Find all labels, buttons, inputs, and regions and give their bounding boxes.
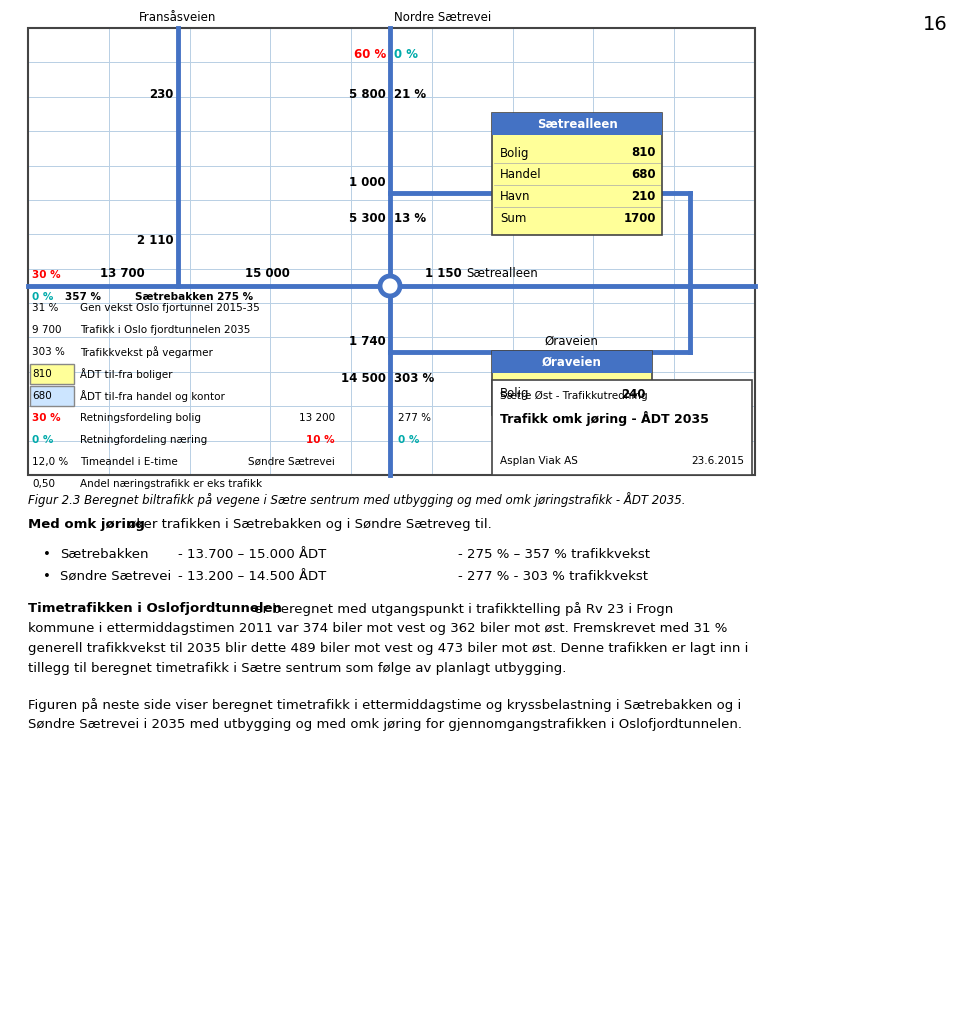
Text: 21 %: 21 % [394, 89, 426, 101]
Text: 1 000: 1 000 [349, 176, 386, 189]
Text: Sætrealleen: Sætrealleen [466, 267, 538, 280]
Text: Trafikk i Oslo fjordtunnelen 2035: Trafikk i Oslo fjordtunnelen 2035 [80, 325, 251, 335]
Bar [492, 351, 652, 373]
Text: 12,0 %: 12,0 % [32, 457, 68, 467]
Text: 2 110: 2 110 [137, 234, 174, 246]
Text: 0,50: 0,50 [32, 479, 55, 489]
Text: ÅDT til-fra boliger: ÅDT til-fra boliger [80, 368, 173, 379]
Text: Med omk jøring: Med omk jøring [28, 518, 145, 531]
Text: 357 %: 357 % [65, 292, 101, 302]
Text: Fransåsveien: Fransåsveien [139, 11, 217, 24]
Text: Sætrebakken: Sætrebakken [60, 548, 149, 561]
Text: 0 %: 0 % [32, 292, 54, 302]
Text: Nordre Sætrevei: Nordre Sætrevei [394, 11, 492, 24]
Bar [492, 381, 752, 475]
Text: generell trafikkvekst til 2035 blir dette 489 biler mot vest og 473 biler mot øs: generell trafikkvekst til 2035 blir dett… [28, 642, 749, 655]
Text: 240: 240 [621, 388, 646, 400]
Text: Sentrum nord: Sentrum nord [544, 176, 626, 189]
Text: er beregnet med utgangspunkt i trafikktelling på Rv 23 i Frogn: er beregnet med utgangspunkt i trafikkte… [250, 602, 673, 616]
Text: 303 %: 303 % [32, 347, 65, 357]
Text: Bolig: Bolig [500, 147, 530, 159]
Text: ÅDT til-fra handel og kontor: ÅDT til-fra handel og kontor [80, 390, 225, 402]
Text: 1 150: 1 150 [425, 267, 462, 280]
Text: Øraveien: Øraveien [544, 335, 598, 348]
Text: •: • [43, 548, 51, 561]
Text: 303 %: 303 % [394, 371, 434, 385]
Text: øker trafikken i Sætrebakken og i Søndre Sætreveg til.: øker trafikken i Sætrebakken og i Søndre… [124, 518, 492, 531]
Text: Sætrebakken 275 %: Sætrebakken 275 % [135, 292, 253, 302]
Text: 810: 810 [32, 369, 52, 379]
Bar [28, 28, 755, 475]
Bar [492, 113, 662, 235]
Text: 13 %: 13 % [394, 212, 426, 224]
Text: 0 %: 0 % [398, 435, 420, 445]
Text: Sætrealleen: Sætrealleen [537, 118, 617, 130]
Circle shape [380, 276, 400, 296]
Text: Timeandel i E-time: Timeandel i E-time [80, 457, 178, 467]
Bar [30, 386, 74, 406]
Text: 9 700: 9 700 [32, 325, 61, 335]
Text: 1700: 1700 [623, 213, 656, 225]
Text: 680: 680 [632, 169, 656, 182]
Text: Trafikkvekst på vegarmer: Trafikkvekst på vegarmer [80, 346, 213, 358]
Bar [30, 364, 74, 384]
Text: 13 700: 13 700 [100, 267, 145, 280]
Text: 60 %: 60 % [353, 49, 386, 61]
Text: 230: 230 [150, 89, 174, 101]
Text: 16: 16 [923, 14, 948, 33]
Text: Øraveien: Øraveien [542, 356, 602, 368]
Bar [492, 113, 662, 135]
Text: Retningfordeling næring: Retningfordeling næring [80, 435, 207, 445]
Text: Søndre Sætrevei: Søndre Sætrevei [248, 457, 335, 467]
Text: 0 %: 0 % [394, 49, 418, 61]
Text: Asplan Viak AS: Asplan Viak AS [500, 456, 578, 466]
Text: 23.6.2015: 23.6.2015 [691, 456, 744, 466]
Text: Trafikk omk jøring - ÅDT 2035: Trafikk omk jøring - ÅDT 2035 [500, 410, 708, 426]
Text: Sætre Øst - Trafikkutredning: Sætre Øst - Trafikkutredning [500, 391, 648, 401]
Text: 810: 810 [632, 147, 656, 159]
Text: Bolig: Bolig [500, 388, 530, 400]
Text: •: • [43, 570, 51, 583]
Text: - 277 % - 303 % trafikkvekst: - 277 % - 303 % trafikkvekst [458, 570, 648, 583]
Text: 14 500: 14 500 [341, 371, 386, 385]
Text: 30 %: 30 % [32, 270, 60, 280]
Text: kommune i ettermiddagstimen 2011 var 374 biler mot vest og 362 biler mot øst. Fr: kommune i ettermiddagstimen 2011 var 374… [28, 622, 728, 635]
Text: 210: 210 [632, 190, 656, 204]
Text: Gen vekst Oslo fjortunnel 2015-35: Gen vekst Oslo fjortunnel 2015-35 [80, 303, 260, 313]
Text: Havn: Havn [500, 190, 531, 204]
Text: - 275 % – 357 % trafikkvekst: - 275 % – 357 % trafikkvekst [458, 548, 650, 561]
Text: 13 200: 13 200 [299, 413, 335, 423]
Text: - 13.700 – 15.000 ÅDT: - 13.700 – 15.000 ÅDT [178, 548, 326, 561]
Text: 680: 680 [32, 391, 52, 401]
Text: Sum: Sum [500, 213, 526, 225]
Text: Figuren på neste side viser beregnet timetrafikk i ettermiddagstime og kryssbela: Figuren på neste side viser beregnet tim… [28, 698, 741, 712]
Text: 15 000: 15 000 [245, 267, 290, 280]
Text: Timetrafikken i Oslofjordtunnelen: Timetrafikken i Oslofjordtunnelen [28, 602, 282, 615]
Text: Retningsfordeling bolig: Retningsfordeling bolig [80, 413, 201, 423]
Bar [492, 351, 652, 415]
Text: Handel: Handel [500, 169, 541, 182]
Text: 30 %: 30 % [32, 413, 60, 423]
Text: 10 %: 10 % [306, 435, 335, 445]
Text: Søndre Sætrevei i 2035 med utbygging og med omk jøring for gjennomgangstrafikken: Søndre Sætrevei i 2035 med utbygging og … [28, 718, 742, 731]
Text: Søndre Sætrevei: Søndre Sætrevei [60, 570, 171, 583]
Text: 0 %: 0 % [32, 435, 54, 445]
Text: tillegg til beregnet timetrafikk i Sætre sentrum som følge av planlagt utbygging: tillegg til beregnet timetrafikk i Sætre… [28, 662, 566, 675]
Text: 31 %: 31 % [32, 303, 59, 313]
Text: - 13.200 – 14.500 ÅDT: - 13.200 – 14.500 ÅDT [178, 570, 326, 583]
Text: 1 740: 1 740 [349, 335, 386, 348]
Text: 5 800: 5 800 [349, 89, 386, 101]
Text: 277 %: 277 % [398, 413, 431, 423]
Text: 5 300: 5 300 [349, 212, 386, 224]
Text: Andel næringstrafikk er eks trafikk: Andel næringstrafikk er eks trafikk [80, 479, 262, 489]
Text: Figur 2.3 Beregnet biltrafikk på vegene i Sætre sentrum med utbygging og med omk: Figur 2.3 Beregnet biltrafikk på vegene … [28, 492, 685, 507]
